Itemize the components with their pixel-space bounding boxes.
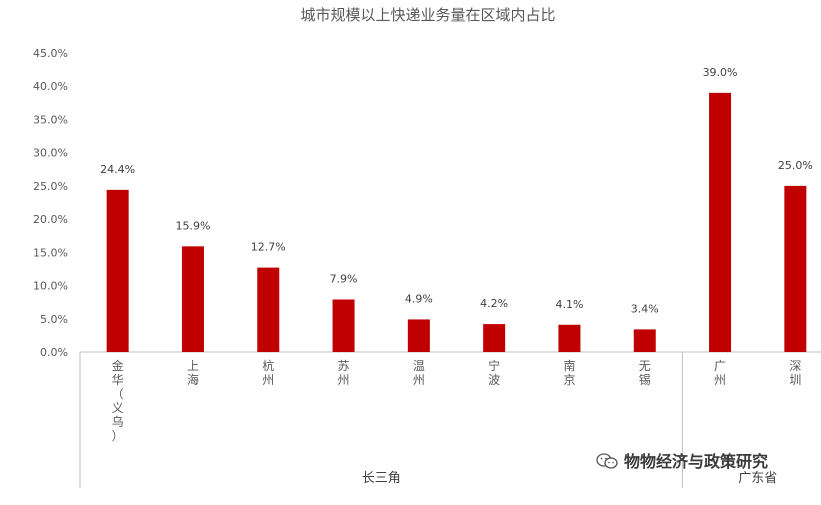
data-label: 7.9% xyxy=(330,273,358,286)
bar xyxy=(633,329,656,352)
data-label: 4.2% xyxy=(480,297,508,310)
wechat-icon xyxy=(596,453,618,469)
bar xyxy=(407,319,430,352)
y-tick-label: 5.0% xyxy=(40,313,68,326)
data-labels: 24.4% 15.9% 12.7% 7.9% 4.9% 4.2% 4.1% 3.4% 39.0%… xyxy=(100,66,813,316)
y-axis: 0.0% 5.0% 10.0% 15.0% 20.0% 25.0% 30.0% 35.0% 40… xyxy=(33,47,68,359)
x-axis xyxy=(79,351,821,488)
watermark-text: 物物经济与政策研究 xyxy=(624,452,769,471)
group-labels: 长三角 广东省 xyxy=(362,471,778,486)
y-tick-label: 30.0% xyxy=(33,147,68,160)
y-tick-label: 10.0% xyxy=(33,280,68,293)
y-tick-label: 35.0% xyxy=(33,113,68,126)
watermark: 物物经济与政策研究 xyxy=(596,448,768,472)
y-tick-label: 40.0% xyxy=(33,80,68,93)
y-tick-label: 15.0% xyxy=(33,246,68,259)
bar xyxy=(181,246,204,352)
category-labels: 金华（义乌） 上海 杭州 苏州 温州 宁波 南京 无锡 广州 深圳 xyxy=(112,358,802,443)
y-tick-label: 25.0% xyxy=(33,180,68,193)
category-label: 杭州 xyxy=(262,358,274,387)
category-label: 深圳 xyxy=(789,359,801,387)
data-label: 3.4% xyxy=(631,302,659,315)
data-label: 25.0% xyxy=(778,159,813,172)
data-label: 4.1% xyxy=(555,298,583,311)
category-label: 南京 xyxy=(563,358,575,387)
category-label: 苏州 xyxy=(338,359,350,387)
bar xyxy=(257,267,280,352)
chart-title: 城市规模以上快递业务量在区域内占比 xyxy=(300,6,555,24)
bar xyxy=(483,324,506,352)
bar xyxy=(784,185,807,352)
y-tick-label: 0.0% xyxy=(40,346,68,359)
category-label: 温州 xyxy=(413,359,425,387)
data-label: 12.7% xyxy=(251,241,286,254)
category-label: 广州 xyxy=(714,359,726,387)
bar xyxy=(558,324,581,352)
y-tick-label: 20.0% xyxy=(33,213,68,226)
group-label: 广东省 xyxy=(738,471,777,486)
data-label: 4.9% xyxy=(405,292,433,305)
y-tick-label: 45.0% xyxy=(33,47,68,60)
data-label: 39.0% xyxy=(703,66,738,79)
data-label: 15.9% xyxy=(175,219,210,232)
category-label: 金华（义乌） xyxy=(112,358,124,443)
category-label: 上海 xyxy=(187,359,199,387)
data-label: 24.4% xyxy=(100,163,135,176)
bar xyxy=(106,189,129,352)
category-label: 无锡 xyxy=(639,359,651,387)
group-label: 长三角 xyxy=(362,471,401,486)
bar xyxy=(332,299,355,352)
bar xyxy=(709,92,732,352)
category-label: 宁波 xyxy=(488,358,500,387)
bars xyxy=(106,92,807,352)
